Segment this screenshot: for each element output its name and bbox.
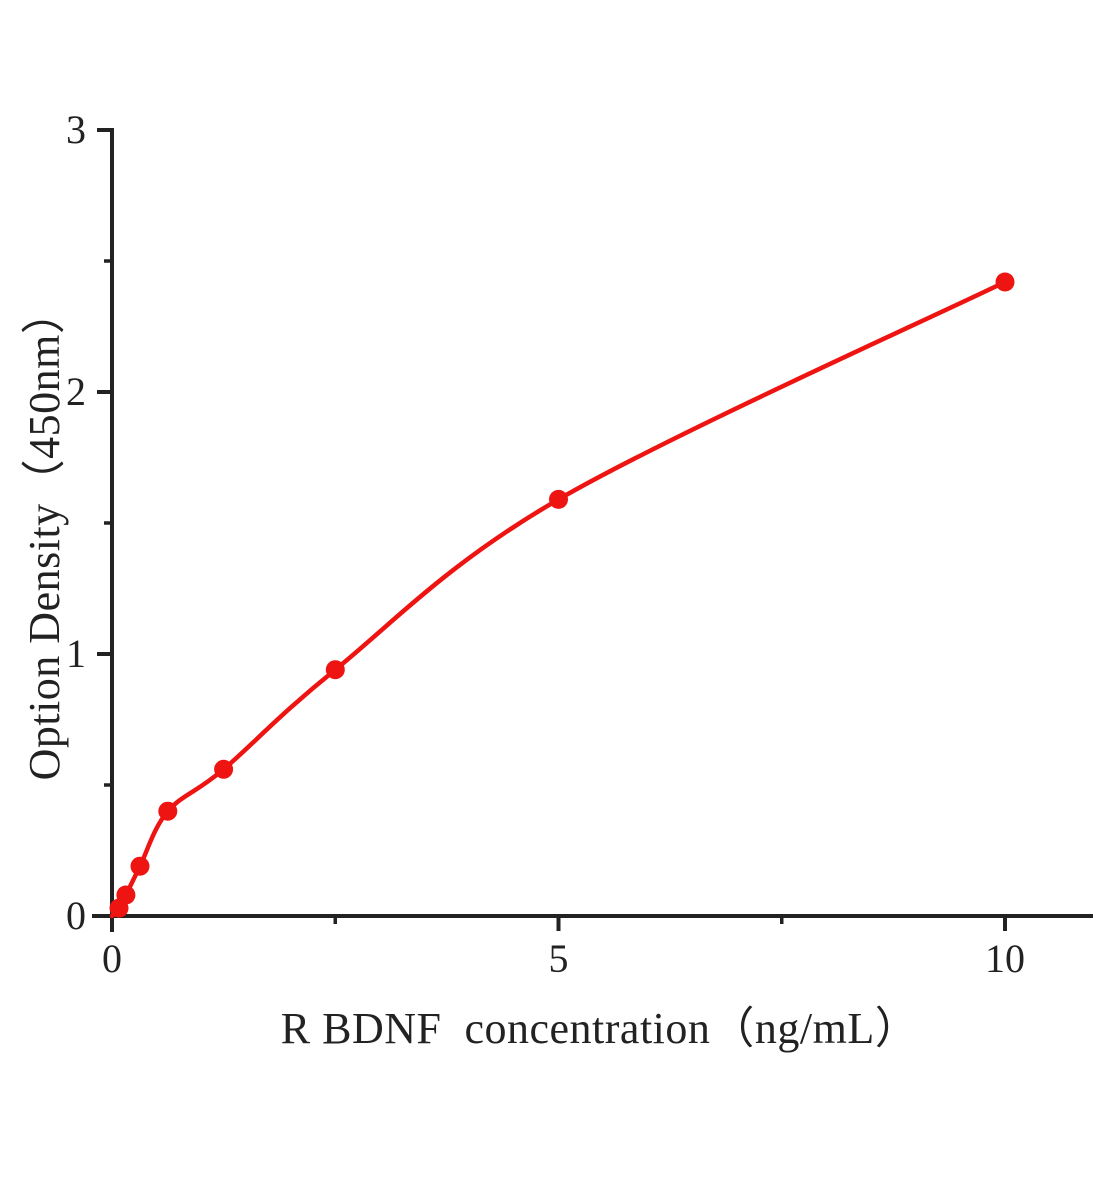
y-tick-label: 3 bbox=[66, 107, 86, 152]
y-axis-title: Option Density（450nm） bbox=[20, 289, 69, 781]
data-point bbox=[214, 759, 234, 779]
y-tick-label: 2 bbox=[66, 369, 86, 414]
fitted-curve bbox=[109, 279, 1008, 919]
x-tick-label: 0 bbox=[102, 936, 122, 981]
x-axis-title: R BDNF concentration（ng/mL） bbox=[280, 1004, 920, 1053]
data-point bbox=[549, 489, 568, 509]
data-point bbox=[158, 801, 178, 821]
data-point bbox=[325, 660, 345, 680]
data-point bbox=[116, 885, 136, 905]
y-tick-label: 1 bbox=[66, 631, 86, 676]
data-point bbox=[130, 856, 150, 876]
x-tick-label: 5 bbox=[549, 936, 569, 981]
x-tick-label: 10 bbox=[985, 936, 1025, 981]
y-tick-label: 0 bbox=[66, 893, 86, 938]
data-point bbox=[995, 272, 1015, 292]
